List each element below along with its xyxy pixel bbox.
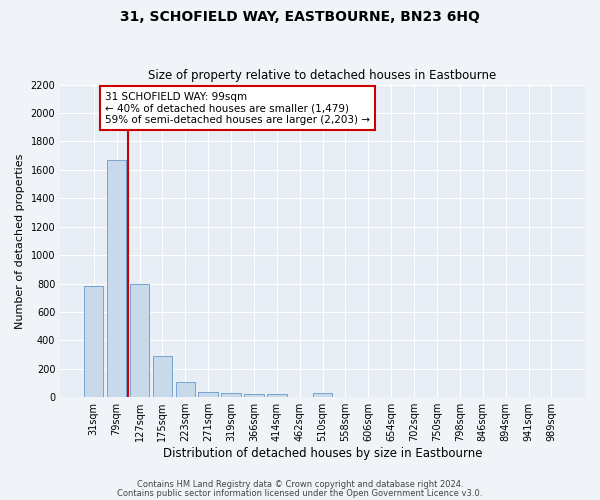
Bar (130, 284, 149, 397)
Bar (152, 356, 172, 397)
Bar (221, 393, 241, 397)
Text: 31 SCHOFIELD WAY: 99sqm
← 40% of detached houses are smaller (1,479)
59% of semi: 31 SCHOFIELD WAY: 99sqm ← 40% of detache… (105, 92, 370, 125)
Y-axis label: Number of detached properties: Number of detached properties (15, 153, 25, 328)
X-axis label: Distribution of detached houses by size in Eastbourne: Distribution of detached houses by size … (163, 447, 482, 460)
Text: 31, SCHOFIELD WAY, EASTBOURNE, BN23 6HQ: 31, SCHOFIELD WAY, EASTBOURNE, BN23 6HQ (120, 10, 480, 24)
Bar (244, 394, 263, 397)
Bar (267, 394, 287, 397)
Bar (313, 393, 332, 397)
Bar (199, 392, 218, 397)
Text: Contains public sector information licensed under the Open Government Licence v3: Contains public sector information licen… (118, 488, 482, 498)
Bar (84, 286, 103, 397)
Title: Size of property relative to detached houses in Eastbourne: Size of property relative to detached ho… (148, 69, 497, 82)
Bar (176, 382, 195, 397)
Bar (107, 160, 127, 397)
Text: Contains HM Land Registry data © Crown copyright and database right 2024.: Contains HM Land Registry data © Crown c… (137, 480, 463, 489)
